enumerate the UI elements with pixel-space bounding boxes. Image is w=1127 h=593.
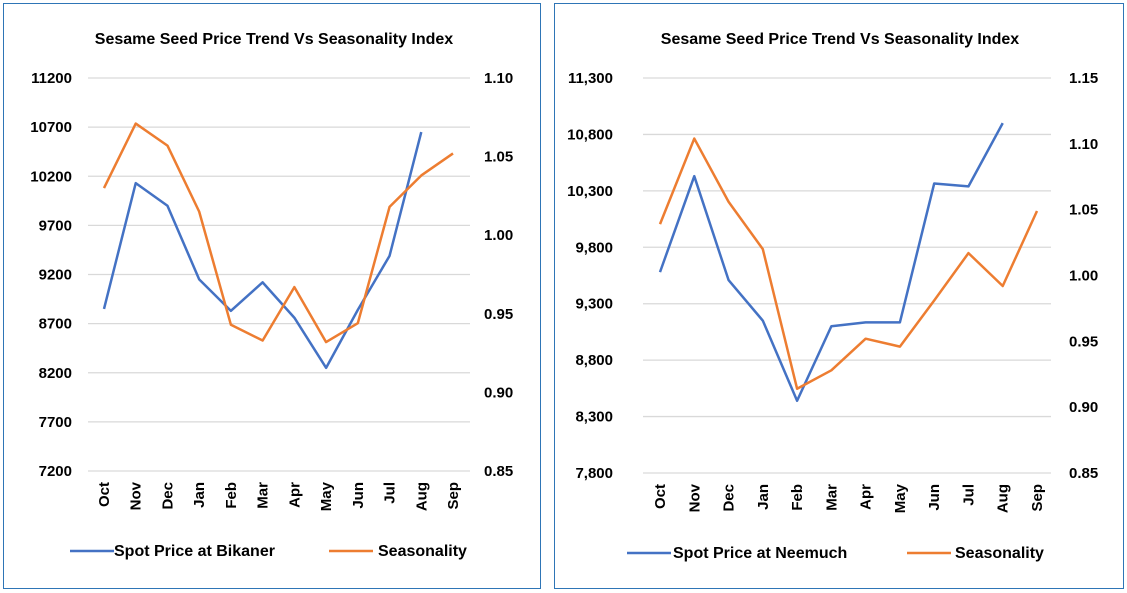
- y-right-tick-label: 1.05: [1069, 202, 1098, 219]
- y-right-tick-label: 1.10: [484, 70, 513, 87]
- y-left-tick-label: 8700: [39, 316, 72, 333]
- x-tick-label: Apr: [286, 482, 303, 508]
- x-tick-label: May: [892, 483, 909, 513]
- x-tick-label: Dec: [721, 484, 738, 512]
- series-line-seasonality: [658, 137, 1039, 390]
- y-right-tick-label: 1.00: [1069, 268, 1098, 285]
- y-right-tick-label: 0.90: [484, 384, 513, 401]
- chart-panel-bikaner: Sesame Seed Price Trend Vs Seasonality I…: [3, 3, 541, 589]
- x-tick-label: Jun: [926, 484, 943, 511]
- x-tick-label: Feb: [223, 482, 240, 509]
- y-left-tick-label: 10,300: [567, 183, 613, 200]
- y-right-tick-label: 0.95: [484, 306, 513, 323]
- y-right-tick-label: 0.85: [484, 463, 513, 480]
- series-line-seasonality: [102, 122, 454, 344]
- y-left-tick-label: 10700: [30, 119, 72, 136]
- series-line-spot-price: [102, 131, 423, 370]
- x-tick-label: Nov: [128, 481, 145, 510]
- x-tick-label: Sep: [445, 482, 462, 510]
- x-tick-label: Mar: [255, 482, 272, 509]
- y-left-tick-label: 8200: [39, 365, 72, 382]
- y-left-tick-label: 8,300: [575, 409, 613, 426]
- legend-label: Spot Price at Neemuch: [673, 545, 847, 562]
- x-tick-label: Feb: [789, 484, 806, 511]
- y-right-tick-label: 0.90: [1069, 399, 1098, 416]
- chart-title: Sesame Seed Price Trend Vs Seasonality I…: [95, 31, 454, 48]
- x-tick-label: Aug: [413, 482, 430, 511]
- y-left-tick-label: 10,800: [567, 126, 613, 143]
- legend-label: Spot Price at Bikaner: [114, 543, 275, 560]
- y-left-tick-label: 9,800: [575, 239, 613, 256]
- y-right-tick-label: 1.00: [484, 227, 513, 244]
- x-tick-label: Dec: [159, 482, 176, 510]
- y-left-tick-label: 7,800: [575, 465, 613, 482]
- y-left-tick-label: 7700: [39, 414, 72, 431]
- y-right-tick-label: 0.95: [1069, 333, 1098, 350]
- chart-bikaner: Sesame Seed Price Trend Vs Seasonality I…: [30, 31, 513, 560]
- y-right-tick-label: 1.15: [1069, 70, 1098, 87]
- legend-label: Seasonality: [955, 545, 1044, 562]
- x-tick-label: Apr: [858, 484, 875, 510]
- series-line-spot-price: [658, 122, 1004, 403]
- x-tick-label: Jul: [382, 482, 399, 504]
- x-tick-label: Jan: [191, 482, 208, 508]
- legend-label: Seasonality: [378, 543, 467, 560]
- y-left-tick-label: 9200: [39, 267, 72, 284]
- x-tick-label: Oct: [652, 484, 669, 509]
- x-tick-label: Nov: [686, 483, 703, 512]
- x-tick-label: Aug: [995, 484, 1012, 513]
- x-tick-label: Sep: [1029, 484, 1046, 512]
- x-tick-label: Oct: [96, 482, 113, 507]
- y-right-tick-label: 1.10: [1069, 136, 1098, 153]
- y-left-tick-label: 9,300: [575, 296, 613, 313]
- y-left-tick-label: 10200: [30, 168, 72, 185]
- y-left-tick-label: 8,800: [575, 352, 613, 369]
- x-tick-label: May: [318, 481, 335, 511]
- y-right-tick-label: 0.85: [1069, 465, 1098, 482]
- x-tick-label: Jun: [350, 482, 367, 509]
- y-right-tick-label: 1.05: [484, 149, 513, 166]
- x-tick-label: Mar: [823, 484, 840, 511]
- y-left-tick-label: 7200: [39, 463, 72, 480]
- y-left-tick-label: 11200: [31, 70, 72, 87]
- x-tick-label: Jul: [960, 484, 977, 506]
- chart-title: Sesame Seed Price Trend Vs Seasonality I…: [661, 31, 1020, 48]
- y-left-tick-label: 9700: [39, 217, 72, 234]
- chart-neemuch: Sesame Seed Price Trend Vs Seasonality I…: [567, 31, 1098, 562]
- x-tick-label: Jan: [755, 484, 772, 510]
- chart-panel-neemuch: Sesame Seed Price Trend Vs Seasonality I…: [554, 3, 1124, 589]
- y-left-tick-label: 11,300: [568, 70, 613, 87]
